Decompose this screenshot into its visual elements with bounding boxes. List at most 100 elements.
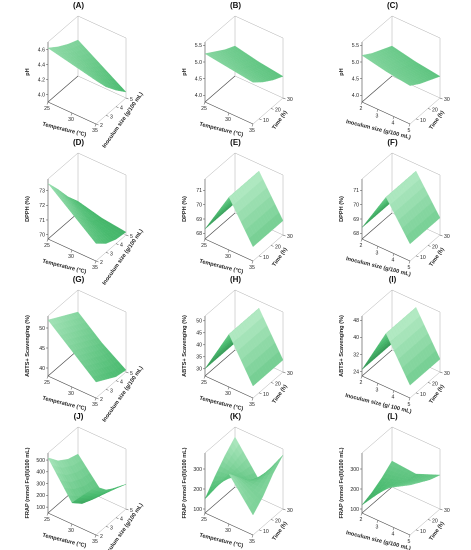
top-edge bbox=[204, 15, 236, 43]
x-tick-label: 3 bbox=[376, 113, 379, 119]
chart-panel: (D) 70 71 72 73 25 30 35 2 3 4 5 Temperature (°C) Ino… bbox=[0, 137, 157, 286]
y-tick-mark bbox=[427, 519, 431, 521]
y-tick-mark bbox=[439, 97, 443, 100]
y-axis-line bbox=[204, 212, 236, 240]
x-axis-label: Inoculum size (g/100 mL) bbox=[345, 530, 411, 550]
x-tick-mark bbox=[392, 253, 395, 257]
x-tick-label: 4 bbox=[392, 532, 395, 538]
surface-facet bbox=[204, 360, 212, 369]
y-tick-mark bbox=[105, 526, 109, 528]
x-tick-label: 25 bbox=[201, 517, 207, 523]
surface-facet bbox=[91, 486, 99, 491]
z-tick-label: 30 bbox=[196, 367, 202, 373]
x-tick-label: 5 bbox=[408, 128, 411, 134]
x-tick-label: 35 bbox=[249, 539, 255, 545]
y-tick-label: 20 bbox=[432, 244, 438, 250]
top-edge bbox=[77, 15, 127, 39]
panel-label: (A) bbox=[72, 1, 85, 10]
x-tick-mark bbox=[408, 534, 411, 538]
x-tick-mark bbox=[360, 101, 363, 105]
top-edge bbox=[391, 15, 441, 39]
chart-panel: (K) 100 200 300 25 30 35 10 20 30 Temperature (°C)… bbox=[157, 411, 314, 550]
x-tick-mark bbox=[94, 534, 97, 538]
y-tick-mark bbox=[95, 123, 99, 126]
panel-label: (D) bbox=[72, 138, 85, 147]
y-axis-line bbox=[204, 349, 236, 377]
response-surface bbox=[47, 39, 127, 93]
z-tick-label: 100 bbox=[350, 507, 359, 513]
z-tick-label: 45 bbox=[39, 346, 45, 352]
floor-edge bbox=[252, 371, 284, 399]
z-tick-label: 100 bbox=[193, 507, 202, 513]
x-tick-label: 5 bbox=[408, 265, 411, 271]
y-tick-label: 30 bbox=[287, 371, 293, 377]
x-tick-label: 30 bbox=[68, 528, 74, 534]
y-tick-mark bbox=[125, 234, 129, 237]
floor-edge bbox=[234, 75, 284, 99]
x-tick-mark bbox=[360, 238, 363, 242]
z-tick-label: 500 bbox=[36, 458, 45, 464]
z-tick-label: 68 bbox=[353, 231, 359, 237]
floor-edge bbox=[409, 371, 441, 399]
y-tick-label: 10 bbox=[420, 392, 426, 398]
z-tick-label: 4.0 bbox=[195, 93, 202, 99]
y-tick-mark bbox=[270, 108, 274, 110]
surface-facet bbox=[248, 79, 257, 83]
y-tick-label: 2 bbox=[100, 534, 103, 540]
y-tick-label: 20 bbox=[275, 107, 281, 113]
z-tick-label: 50 bbox=[39, 326, 45, 332]
z-tick-label: 69 bbox=[196, 217, 202, 223]
x-tick-label: 2 bbox=[360, 243, 363, 249]
z-tick-label: 40 bbox=[196, 343, 202, 349]
x-tick-label: 30 bbox=[68, 117, 74, 123]
surface-facet bbox=[405, 82, 413, 86]
x-tick-mark bbox=[46, 238, 49, 242]
x-tick-label: 30 bbox=[68, 391, 74, 397]
y-tick-label: 30 bbox=[287, 234, 293, 240]
y-tick-label: 3 bbox=[110, 388, 113, 394]
x-tick-label: 4 bbox=[392, 395, 395, 401]
chart-panel: (G) 40 45 50 25 30 35 2 3 4 5 Temperature (°C) Inocu… bbox=[0, 274, 157, 423]
x-tick-mark bbox=[227, 523, 230, 527]
x-tick-mark bbox=[376, 383, 379, 386]
y-tick-label: 2 bbox=[100, 260, 103, 266]
floor-edge bbox=[95, 371, 127, 399]
x-tick-label: 25 bbox=[44, 380, 50, 386]
y-tick-mark bbox=[115, 380, 119, 382]
y-tick-label: 2 bbox=[100, 397, 103, 403]
x-tick-label: 2 bbox=[360, 380, 363, 386]
response-surface bbox=[47, 183, 127, 244]
surface-facet bbox=[91, 238, 99, 244]
z-axis-label: pH bbox=[182, 68, 188, 75]
z-axis-label: ABTS+ Scavenging (%) bbox=[339, 315, 345, 377]
x-tick-mark bbox=[392, 390, 395, 394]
response-surface bbox=[361, 460, 441, 506]
y-tick-label: 3 bbox=[110, 251, 113, 257]
z-tick-label: 200 bbox=[193, 487, 202, 493]
x-tick-label: 30 bbox=[68, 254, 74, 260]
x-axis-label: Temperature (°C) bbox=[199, 533, 244, 550]
x-tick-label: 35 bbox=[249, 265, 255, 271]
y-tick-mark bbox=[125, 508, 129, 511]
z-axis-label: ABTS+ Scavenging (%) bbox=[25, 315, 31, 377]
panel-label: (B) bbox=[229, 1, 242, 10]
x-axis-label: Temperature (°C) bbox=[42, 533, 87, 550]
z-axis-label: FRAP (mmol Fe(II)/100 mL) bbox=[339, 447, 345, 518]
response-surface bbox=[204, 436, 284, 516]
surface-facet bbox=[91, 77, 99, 83]
y-tick-label: 5 bbox=[130, 508, 133, 514]
x-axis-label: Temperature (°C) bbox=[199, 122, 244, 139]
y-axis-line bbox=[47, 212, 79, 240]
x-axis-line bbox=[361, 238, 411, 262]
z-tick-label: 4.5 bbox=[352, 76, 359, 82]
y-tick-mark bbox=[282, 234, 286, 237]
floor-edge bbox=[409, 234, 441, 262]
x-tick-label: 35 bbox=[92, 539, 98, 545]
z-tick-label: 72 bbox=[39, 203, 45, 209]
y-tick-label: 20 bbox=[275, 518, 281, 524]
x-tick-label: 35 bbox=[92, 402, 98, 408]
